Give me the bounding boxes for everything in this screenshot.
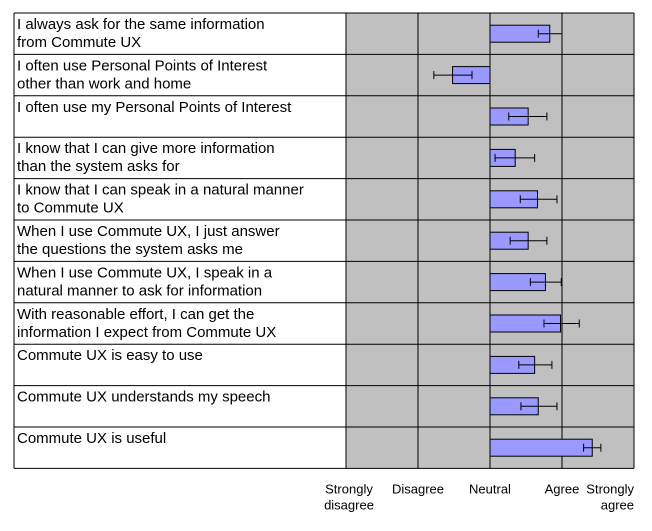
scale-label-4: Agree (545, 481, 580, 496)
statement-line: Commute UX is useful (17, 430, 166, 447)
statement-line: I often use my Personal Points of Intere… (17, 99, 292, 116)
statement-line: Commute UX understands my speech (17, 389, 270, 406)
statement-column-background (14, 13, 346, 469)
statement-label-6: When I use Commute UX, I just answer the … (17, 223, 280, 258)
statement-line: I know that I can give more information (17, 140, 275, 157)
scale-label-1: Strongly disagree (324, 481, 374, 512)
statement-label-10: Commute UX understands my speech (17, 389, 270, 406)
statement-line: I often use Personal Points of Interest (17, 57, 268, 74)
statement-label-9: Commute UX is easy to use (17, 347, 203, 364)
scale-label-3: Neutral (469, 481, 511, 496)
statement-label-7: When I use Commute UX, I speak in a natur… (17, 264, 273, 299)
statement-line: the questions the system asks me (17, 241, 243, 258)
statement-line: natural manner to ask for information (17, 282, 262, 299)
scale-label-2: Disagree (392, 481, 444, 496)
bar-11 (489, 438, 593, 457)
scale-label-line: Disagree (392, 481, 444, 496)
statement-line: I always ask for the same information (17, 16, 265, 33)
statement-line: than the system asks for (17, 158, 180, 175)
statement-label-11: Commute UX is useful (17, 430, 166, 447)
statement-line: from Commute UX (17, 34, 141, 51)
scale-label-line: Agree (545, 481, 580, 496)
scale-label-line: agree (601, 497, 634, 512)
statement-line: information I expect from Commute UX (17, 324, 276, 341)
statement-label-5: I know that I can speak in a natural man… (17, 182, 304, 217)
statement-line: With reasonable effort, I can get the (17, 306, 254, 323)
statement-line: When I use Commute UX, I speak in a (17, 264, 273, 281)
statement-line: to Commute UX (17, 200, 124, 217)
statement-line: When I use Commute UX, I just answer (17, 223, 280, 240)
statement-label-2: I often use Personal Points of Interest o… (17, 57, 268, 92)
scale-label-line: Strongly (586, 481, 634, 496)
statement-label-1: I always ask for the same information fro… (17, 16, 265, 51)
statement-label-3: I often use my Personal Points of Intere… (17, 99, 292, 116)
scale-label-line: Strongly (325, 481, 373, 496)
statement-line: Commute UX is easy to use (17, 347, 203, 364)
statement-line: I know that I can speak in a natural man… (17, 182, 304, 199)
statement-line: other than work and home (17, 75, 191, 92)
scale-label-line: Neutral (469, 481, 511, 496)
statement-label-4: I know that I can give more information t… (17, 140, 275, 175)
statement-label-8: With reasonable effort, I can get the inf… (17, 306, 276, 341)
scale-label-line: disagree (324, 497, 374, 512)
scale-label-5: Strongly agree (586, 481, 634, 512)
